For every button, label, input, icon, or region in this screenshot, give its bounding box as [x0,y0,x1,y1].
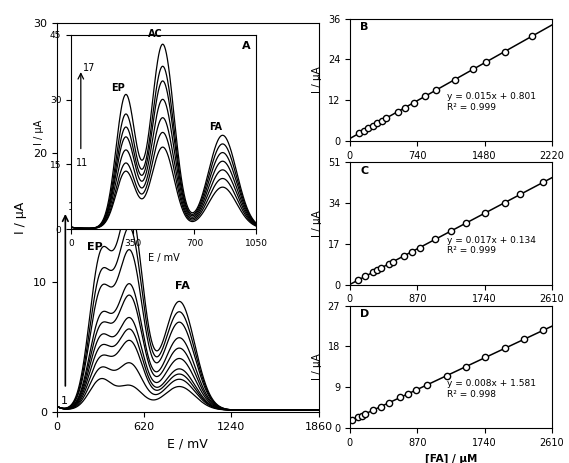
Text: B: B [360,22,368,32]
X-axis label: [AC] / μM: [AC] / μM [424,310,478,320]
Text: EP: EP [111,83,125,93]
Text: FA: FA [175,281,189,291]
Text: y = 0.008x + 1.581
R² = 0.998: y = 0.008x + 1.581 R² = 0.998 [447,379,536,399]
X-axis label: E / mV: E / mV [167,438,208,450]
Text: AC: AC [149,29,163,39]
Y-axis label: I / μA: I / μA [34,119,44,144]
Text: A: A [242,41,250,50]
Text: FA: FA [209,122,222,132]
Y-axis label: I / μA: I / μA [312,354,322,380]
Text: 1: 1 [61,395,68,406]
Text: 11: 11 [76,158,89,168]
Text: D: D [360,309,369,319]
Y-axis label: I / μA: I / μA [312,210,322,237]
Y-axis label: I / μA: I / μA [312,67,322,93]
Text: y = 0.015x + 0.801
R² = 0.999: y = 0.015x + 0.801 R² = 0.999 [447,92,536,112]
X-axis label: [FA] / μM: [FA] / μM [424,454,477,463]
X-axis label: [EP] / μM: [EP] / μM [424,167,477,177]
Text: y = 0.017x + 0.134
R² = 0.999: y = 0.017x + 0.134 R² = 0.999 [447,236,536,255]
Text: AC: AC [120,177,137,187]
Text: C: C [360,166,368,176]
Text: EP: EP [87,242,103,252]
Y-axis label: I / μA: I / μA [14,201,27,234]
Text: 17: 17 [83,63,95,73]
Text: 10: 10 [68,202,81,212]
X-axis label: E / mV: E / mV [148,253,179,263]
